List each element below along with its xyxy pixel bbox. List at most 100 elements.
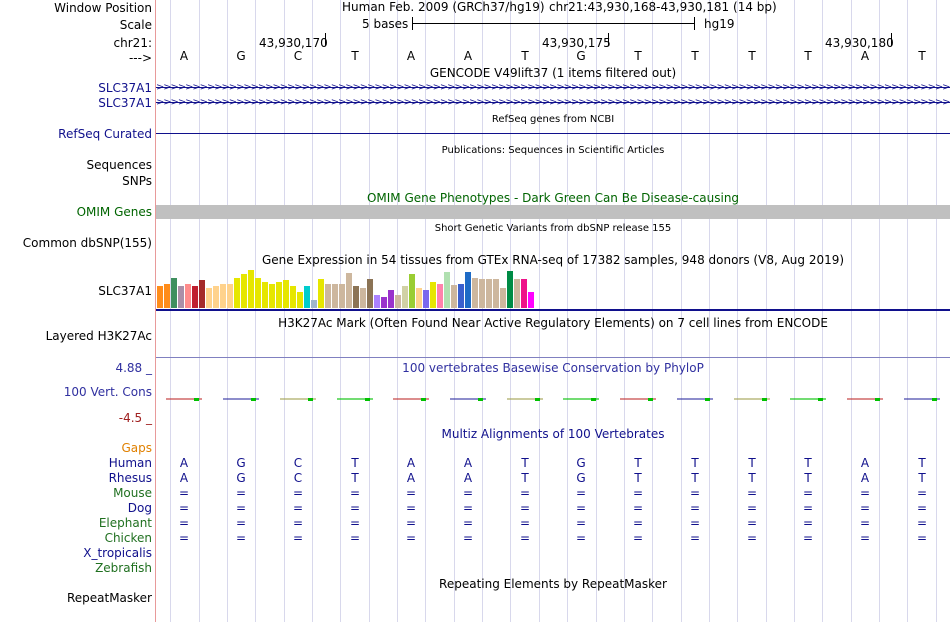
alignment-base-dog: = xyxy=(235,501,247,515)
gencode-track-label-2[interactable]: SLC37A1 xyxy=(98,96,152,110)
gtex-tissue-bar[interactable] xyxy=(269,284,275,308)
alignment-base-human: A xyxy=(860,456,870,470)
alignment-base-elephant: = xyxy=(349,516,361,530)
gtex-tissue-bar[interactable] xyxy=(157,286,163,308)
gtex-tissue-bar[interactable] xyxy=(199,280,205,308)
alignment-base-elephant: = xyxy=(916,516,928,530)
gtex-bar-graph[interactable] xyxy=(157,268,537,308)
conservation-peak xyxy=(194,398,199,401)
base-letter: T xyxy=(748,49,756,63)
gtex-tissue-bar[interactable] xyxy=(409,274,415,308)
gtex-tissue-bar[interactable] xyxy=(458,284,464,308)
h3k27ac-track-label[interactable]: Layered H3K27Ac xyxy=(45,329,152,343)
gtex-tissue-bar[interactable] xyxy=(276,282,282,308)
gtex-tissue-bar[interactable] xyxy=(339,284,345,308)
alignment-base-mouse: = xyxy=(405,486,417,500)
gtex-tissue-bar[interactable] xyxy=(465,272,471,308)
gtex-tissue-bar[interactable] xyxy=(346,273,352,308)
gtex-tissue-bar[interactable] xyxy=(185,284,191,308)
repeatmasker-track-label[interactable]: RepeatMasker xyxy=(66,591,152,605)
gtex-tissue-bar[interactable] xyxy=(367,279,373,308)
gridline xyxy=(766,0,767,622)
gtex-tissue-bar[interactable] xyxy=(388,290,394,308)
gtex-tissue-bar[interactable] xyxy=(514,279,520,308)
gtex-tissue-bar[interactable] xyxy=(381,297,387,308)
refseq-gene-line[interactable] xyxy=(156,133,950,134)
conservation-peak xyxy=(251,398,256,401)
gtex-tissue-bar[interactable] xyxy=(171,278,177,308)
alignment-base-elephant: = xyxy=(575,516,587,530)
gtex-tissue-bar[interactable] xyxy=(255,278,261,308)
gtex-tissue-bar[interactable] xyxy=(248,270,254,308)
tick-label: 43,930,175 xyxy=(542,36,611,50)
gtex-tissue-bar[interactable] xyxy=(507,271,513,308)
gtex-tissue-bar[interactable] xyxy=(521,279,527,308)
gtex-tissue-bar[interactable] xyxy=(213,286,219,308)
gtex-tissue-bar[interactable] xyxy=(241,274,247,308)
gtex-tissue-bar[interactable] xyxy=(290,286,296,308)
publications-title: Publications: Sequences in Scientific Ar… xyxy=(441,145,665,156)
gtex-tissue-bar[interactable] xyxy=(528,292,534,308)
track-image[interactable]: Human Feb. 2009 (GRCh37/hg19) chr21:43,9… xyxy=(156,0,950,622)
gencode-gene-slc37a1-2[interactable]: >>>>>>>>>>>>>>>>>>>>>>>>>>>>>>>>>>>>>>>>… xyxy=(156,97,950,108)
gaps-track-label[interactable]: Gaps xyxy=(121,441,152,455)
gtex-tissue-bar[interactable] xyxy=(486,279,492,308)
gridline xyxy=(567,0,568,622)
gtex-tissue-bar[interactable] xyxy=(262,282,268,308)
refseq-track-label[interactable]: RefSeq Curated xyxy=(58,127,152,141)
gtex-tissue-bar[interactable] xyxy=(353,286,359,308)
gencode-track-label[interactable]: SLC37A1 xyxy=(98,81,152,95)
gtex-tissue-bar[interactable] xyxy=(472,278,478,308)
cons-track-label[interactable]: 100 Vert. Cons xyxy=(63,385,152,399)
gtex-tissue-bar[interactable] xyxy=(374,295,380,308)
gtex-tissue-bar[interactable] xyxy=(360,288,366,308)
alignment-base-dog: = xyxy=(746,501,758,515)
base-letter: G xyxy=(576,49,586,63)
gtex-tissue-bar[interactable] xyxy=(283,280,289,308)
gencode-gene-slc37a1[interactable]: >>>>>>>>>>>>>>>>>>>>>>>>>>>>>>>>>>>>>>>>… xyxy=(156,82,950,93)
gtex-tissue-bar[interactable] xyxy=(234,278,240,308)
cons-min-label: -4.5 _ xyxy=(118,411,152,425)
gtex-tissue-bar[interactable] xyxy=(416,288,422,308)
gtex-tissue-bar[interactable] xyxy=(325,284,331,308)
gtex-tissue-bar[interactable] xyxy=(444,272,450,308)
dbsnp-track-label[interactable]: Common dbSNP(155) xyxy=(22,236,152,250)
gtex-tissue-bar[interactable] xyxy=(206,288,212,308)
conservation-peak xyxy=(478,398,483,401)
gtex-tissue-bar[interactable] xyxy=(500,288,506,308)
alignment-base-elephant: = xyxy=(802,516,814,530)
gtex-tissue-bar[interactable] xyxy=(423,290,429,308)
gtex-track-label[interactable]: SLC37A1 xyxy=(98,284,152,298)
gtex-tissue-bar[interactable] xyxy=(332,284,338,308)
alignment-base-elephant: = xyxy=(859,516,871,530)
gtex-tissue-bar[interactable] xyxy=(479,279,485,308)
gtex-tissue-bar[interactable] xyxy=(220,284,226,308)
gtex-tissue-bar[interactable] xyxy=(304,286,310,308)
gtex-tissue-bar[interactable] xyxy=(395,295,401,308)
gtex-tissue-bar[interactable] xyxy=(178,286,184,308)
omim-gene-bar[interactable] xyxy=(156,205,950,219)
gtex-tissue-bar[interactable] xyxy=(297,292,303,308)
conservation-mark xyxy=(450,398,486,400)
cons-max-label: 4.88 _ xyxy=(115,361,152,375)
sequences-track-label[interactable]: Sequences xyxy=(86,158,152,172)
gtex-tissue-bar[interactable] xyxy=(430,282,436,308)
gtex-tissue-bar[interactable] xyxy=(227,284,233,308)
gtex-tissue-bar[interactable] xyxy=(311,300,317,308)
gtex-tissue-bar[interactable] xyxy=(437,284,443,308)
gtex-tissue-bar[interactable] xyxy=(451,285,457,308)
snps-track-label[interactable]: SNPs xyxy=(122,174,152,188)
gtex-tissue-bar[interactable] xyxy=(318,279,324,308)
gtex-tissue-bar[interactable] xyxy=(493,279,499,308)
gtex-tissue-bar[interactable] xyxy=(402,286,408,308)
dbsnp-title: Short Genetic Variants from dbSNP releas… xyxy=(434,223,672,234)
gtex-tissue-bar[interactable] xyxy=(192,286,198,308)
omim-track-label[interactable]: OMIM Genes xyxy=(76,205,152,219)
alignment-base-rhesus: A xyxy=(463,471,473,485)
gtex-title: Gene Expression in 54 tissues from GTEx … xyxy=(261,253,845,267)
strand-arrow-label: ---> xyxy=(128,51,152,65)
species-rhesus-label: Rhesus xyxy=(108,471,152,485)
gridline xyxy=(681,0,682,622)
gtex-tissue-bar[interactable] xyxy=(164,284,170,308)
alignment-base-rhesus: T xyxy=(918,471,926,485)
